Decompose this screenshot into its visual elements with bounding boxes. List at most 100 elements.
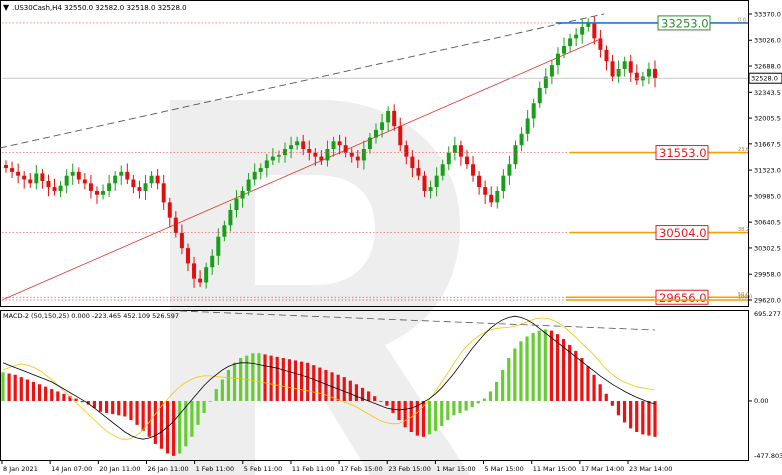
macd-histogram-bar	[555, 334, 560, 401]
macd-histogram-bar	[336, 374, 340, 401]
candle-body	[386, 110, 391, 123]
macd-histogram-bar	[403, 400, 407, 428]
macd-axis-bottom: -477.803	[754, 452, 782, 460]
candle-body	[501, 175, 506, 191]
candle-body	[313, 152, 318, 157]
current-price-value: 32528.0	[751, 75, 778, 83]
candle-body	[137, 187, 142, 191]
candle-body	[361, 148, 366, 161]
candle-body	[52, 187, 57, 191]
macd-histogram-bar	[421, 400, 426, 437]
candle-body	[471, 164, 476, 176]
macd-axis-top: 695.277	[754, 310, 781, 318]
macd-histogram-bar	[56, 391, 60, 401]
macd-histogram-bar	[360, 387, 365, 401]
macd-histogram-bar	[68, 396, 72, 401]
price-tick-label: 30985.0	[754, 192, 781, 200]
candle-body	[270, 156, 275, 161]
macd-histogram-bar	[653, 400, 657, 437]
time-tick-label: 23 Feb 15:00	[388, 465, 431, 473]
candle-body	[107, 183, 112, 191]
macd-histogram-bar	[86, 400, 90, 405]
candle-body	[155, 175, 160, 184]
macd-histogram-bar	[257, 353, 261, 401]
macd-histogram-bar	[245, 355, 249, 401]
macd-histogram-bar	[464, 400, 468, 411]
fib-price-label: 30504.0	[659, 226, 707, 240]
macd-histogram-bar	[635, 400, 639, 433]
price-pane[interactable]	[0, 0, 749, 307]
macd-histogram-bar	[525, 336, 529, 401]
macd-pane[interactable]	[0, 310, 749, 461]
candle-body	[610, 61, 615, 77]
time-tick-label: 8 Jan 2021	[3, 465, 38, 473]
macd-histogram-bar	[354, 384, 359, 401]
macd-histogram-bar	[306, 362, 310, 401]
candle-body	[198, 278, 203, 283]
macd-histogram-bar	[629, 400, 633, 429]
time-tick-label: 17 Mar 14:00	[581, 465, 624, 473]
macd-histogram-bar	[226, 369, 231, 401]
time-tick-label: 11 Mar 15:00	[533, 465, 576, 473]
candle-body	[167, 202, 172, 218]
macd-histogram-bar	[513, 348, 517, 401]
macd-histogram-bar	[391, 400, 395, 413]
candle-body	[234, 198, 239, 211]
fib-price-label: 33253.0	[661, 16, 709, 30]
candle-body	[380, 122, 385, 130]
candle-body	[562, 46, 567, 54]
candle-body	[416, 168, 421, 176]
candle-body	[489, 194, 494, 203]
macd-histogram-bar	[37, 384, 42, 401]
time-tick-label: 5 Feb 11:00	[244, 465, 283, 473]
candle-body	[222, 225, 227, 237]
macd-histogram-bar	[135, 400, 139, 425]
macd-histogram-bar	[293, 360, 298, 401]
candle-body	[519, 133, 524, 146]
fib-price-label: 29656.0	[659, 291, 707, 305]
macd-trend-line	[179, 310, 656, 331]
macd-histogram-bar	[104, 400, 109, 413]
macd-histogram-bar	[7, 373, 11, 401]
fib-ratio-label: 23.6	[738, 147, 749, 153]
macd-histogram-bar	[129, 400, 133, 421]
candle-body	[143, 183, 148, 191]
candle-body	[367, 137, 372, 149]
candle-body	[28, 179, 33, 184]
macd-histogram-bar	[208, 400, 212, 402]
candle-body	[113, 175, 118, 184]
macd-histogram-bar	[519, 341, 523, 401]
candle-body	[185, 248, 190, 264]
macd-histogram-bar	[1, 372, 5, 401]
candle-body	[410, 156, 415, 169]
candle-body	[349, 152, 354, 157]
candle-body	[228, 210, 233, 226]
collapse-arrow-icon[interactable]: ▼	[3, 3, 10, 12]
candle-body	[604, 49, 609, 62]
macd-histogram-bar	[74, 398, 78, 401]
candle-body	[428, 187, 433, 191]
candle-body	[452, 145, 457, 153]
price-tick-label: 29958.0	[754, 271, 781, 279]
macd-histogram-bar	[239, 358, 243, 401]
candle-body	[64, 175, 69, 186]
upper-trend-channel-line	[0, 13, 605, 149]
time-tick-label: 23 Mar 14:00	[629, 465, 672, 473]
macd-histogram-bar	[172, 400, 176, 456]
macd-histogram-bar	[13, 374, 17, 401]
price-tick-label: 32343.5	[754, 89, 781, 97]
candle-body	[204, 267, 209, 283]
time-tick-label: 11 Feb 11:00	[292, 465, 335, 473]
fib-price-label: 31553.0	[659, 146, 707, 160]
macd-histogram-bar	[214, 389, 218, 401]
macd-histogram-bar	[184, 400, 188, 447]
fib-ratio-label: 100.0	[738, 295, 752, 301]
candle-body	[173, 217, 178, 233]
candle-body	[88, 183, 93, 191]
macd-histogram-bar	[482, 398, 486, 401]
candle-body	[513, 145, 518, 165]
macd-histogram-bar	[440, 400, 444, 427]
fib-ratio-label: 50.0	[738, 292, 749, 298]
candle-body	[543, 76, 548, 88]
